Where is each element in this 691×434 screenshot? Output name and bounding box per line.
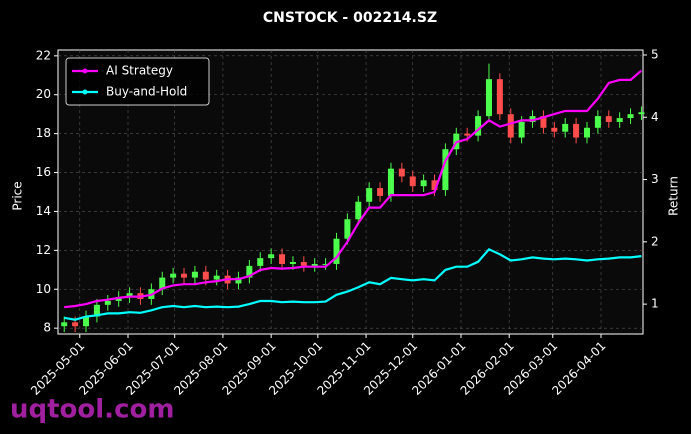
candle-body — [638, 112, 645, 115]
candle-body — [518, 121, 525, 138]
candle-body — [475, 116, 482, 136]
candle-body — [213, 275, 220, 280]
y-tick-label: 12 — [36, 243, 51, 257]
candle-body — [344, 219, 351, 239]
candle-body — [181, 273, 188, 278]
y2-tick-label: 5 — [651, 47, 659, 61]
y-tick-label: 20 — [36, 87, 51, 101]
candle-body — [583, 127, 590, 138]
candle-body — [246, 265, 253, 278]
candle-body — [159, 277, 166, 290]
y-tick-label: 22 — [36, 48, 51, 62]
legend-marker — [82, 89, 88, 95]
candle-body — [562, 123, 569, 132]
y2-tick-label: 1 — [651, 297, 659, 311]
candle-body — [431, 180, 438, 191]
candle-body — [398, 168, 405, 177]
candle-body — [464, 133, 471, 136]
candle-body — [529, 116, 536, 122]
candle-body — [322, 263, 329, 265]
candle-body — [377, 188, 384, 196]
candle-body — [61, 322, 68, 327]
candle-body — [387, 168, 394, 196]
candle-body — [257, 258, 264, 266]
candle-body — [496, 79, 503, 115]
legend-box — [65, 57, 210, 106]
return-line — [64, 69, 643, 309]
candle-body — [289, 262, 296, 264]
y-tick-label: 8 — [43, 321, 51, 335]
candle-body — [170, 273, 177, 278]
legend-label: Buy-and-Hold — [106, 85, 187, 99]
candle-body — [605, 116, 612, 122]
legend-marker — [82, 68, 88, 74]
candle-body — [300, 262, 307, 266]
candle-body — [279, 254, 286, 264]
candle-body — [126, 293, 133, 298]
candle-body — [540, 116, 547, 128]
candle-body — [93, 304, 100, 317]
candle-body — [594, 116, 601, 128]
y-tick-label: 10 — [36, 282, 51, 296]
chart-title: CNSTOCK - 002214.SZ — [263, 10, 437, 26]
candle-body — [268, 254, 275, 259]
candle-body — [202, 271, 209, 280]
y-tick-label: 18 — [36, 126, 51, 140]
y2-tick-label: 3 — [651, 172, 659, 186]
candle-body — [311, 263, 318, 266]
y-axis-label: Price — [11, 181, 25, 210]
y2-axis-label: Return — [667, 176, 681, 216]
candle-body — [104, 300, 111, 305]
candle-body — [191, 271, 198, 278]
legend: AI Strategy Buy-and-Hold — [65, 57, 210, 106]
candle-body — [420, 180, 427, 187]
candle-body — [551, 127, 558, 132]
candle-body — [616, 118, 623, 122]
candle-body — [573, 123, 580, 138]
candle-body — [627, 114, 634, 119]
y2-tick-label: 2 — [651, 234, 659, 248]
candle-body — [235, 277, 242, 284]
candle-body — [507, 114, 514, 138]
candle-body — [442, 149, 449, 191]
y-tick-label: 14 — [36, 204, 51, 218]
y-tick-label: 16 — [36, 165, 51, 179]
candle-body — [333, 238, 340, 264]
candle-body — [83, 316, 90, 327]
candle-body — [409, 176, 416, 187]
y2-tick-label: 4 — [651, 110, 659, 124]
candle-body — [355, 201, 362, 220]
legend-label: AI Strategy — [106, 64, 173, 78]
candle-body — [485, 79, 492, 117]
candle-body — [366, 188, 373, 202]
return-line — [64, 247, 642, 321]
candle-body — [72, 322, 79, 327]
watermark: uqtool.com — [10, 395, 174, 425]
